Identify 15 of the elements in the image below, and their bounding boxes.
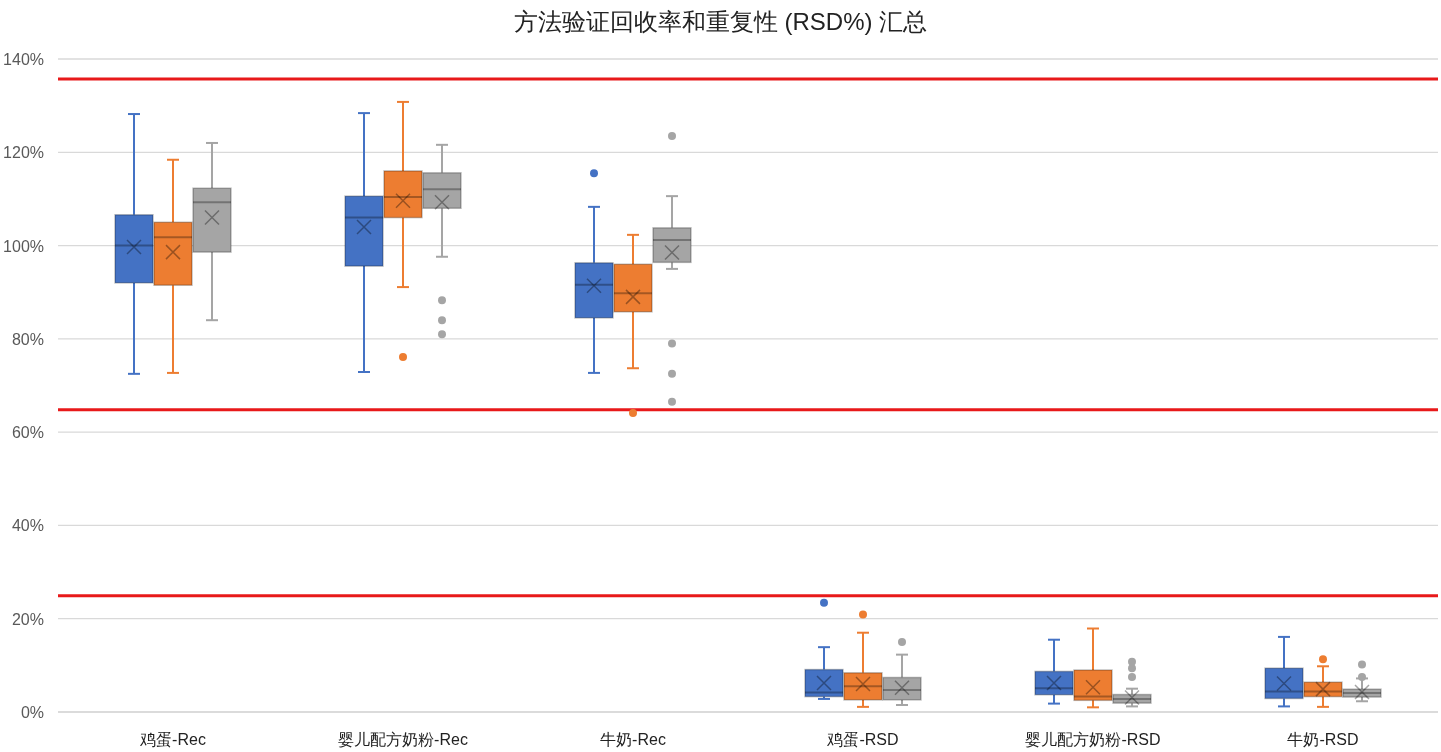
y-tick-label: 0% [20,704,44,721]
x-tick-label: 婴儿配方奶粉-RSD [1025,731,1161,748]
x-tick-label: 婴儿配方奶粉-Rec [338,731,468,748]
chart-title: 方法验证回收率和重复性 (RSD%) 汇总 [513,8,928,35]
y-tick-label: 100% [3,237,44,255]
y-tick-label: 80% [11,330,44,348]
y-tick-label: 140% [3,51,44,68]
x-tick-label: 鸡蛋-RSD [826,731,899,748]
y-tick-label: 120% [3,144,44,162]
x-tick-label: 牛奶-RSD [1287,731,1359,748]
y-tick-label: 20% [11,610,44,628]
x-tick-label: 牛奶-Rec [600,731,666,748]
y-tick-label: 60% [11,424,44,442]
y-tick-label: 40% [11,517,44,535]
x-tick-label: 鸡蛋-Rec [139,731,206,748]
